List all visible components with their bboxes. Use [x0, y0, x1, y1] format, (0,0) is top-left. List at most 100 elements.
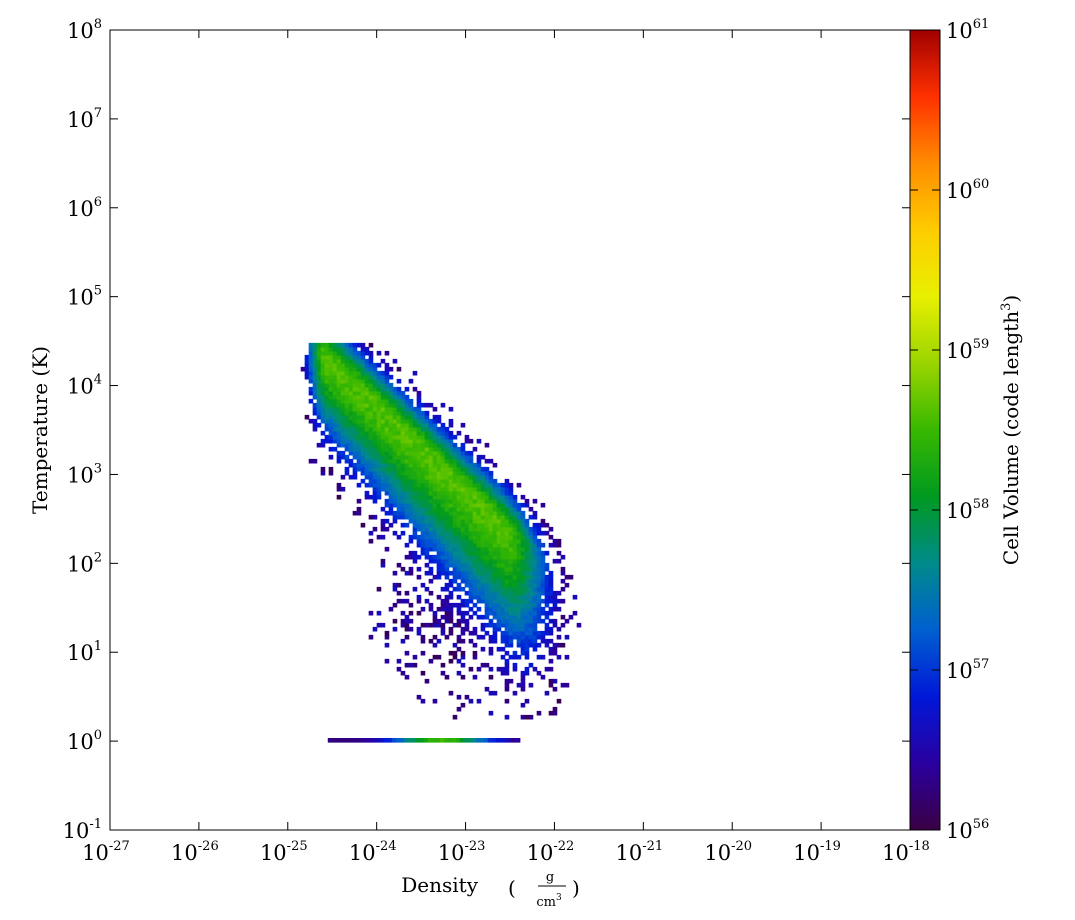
heatmap-cell [444, 574, 450, 580]
heatmap-cell [464, 454, 470, 460]
heatmap-cell [368, 538, 374, 544]
heatmap-cell [336, 346, 342, 352]
heatmap-cell [440, 526, 446, 532]
heatmap-cell [372, 470, 378, 476]
heatmap-cell [432, 634, 438, 640]
heatmap-cell [460, 482, 466, 488]
heatmap-cell [460, 598, 466, 604]
heatmap-cell [395, 738, 401, 743]
heatmap-cell [528, 598, 534, 604]
heatmap-cell [384, 446, 390, 452]
heatmap-cell [532, 626, 538, 632]
heatmap-cell [440, 626, 446, 632]
heatmap-cell [428, 658, 434, 664]
heatmap-cell [464, 534, 470, 540]
heatmap-cell [336, 434, 342, 440]
heatmap-cell [540, 522, 546, 528]
heatmap-cell [408, 494, 414, 500]
heatmap-cell [392, 494, 398, 500]
heatmap-cell [452, 550, 458, 556]
heatmap-cell [324, 438, 330, 444]
heatmap-cell [532, 622, 538, 628]
heatmap-cell [396, 418, 402, 424]
heatmap-cell [484, 490, 490, 496]
heatmap-cell [420, 458, 426, 464]
colorbar-tick-label: 1059 [946, 337, 989, 363]
heatmap-cell [364, 426, 370, 432]
heatmap-cell [504, 514, 510, 520]
heatmap-cell [416, 458, 422, 464]
heatmap-cell [504, 630, 510, 636]
heatmap-cell [460, 454, 466, 460]
heatmap-cell [472, 630, 478, 636]
heatmap-cell [412, 438, 418, 444]
heatmap-cell [412, 586, 418, 592]
heatmap-cell [464, 458, 470, 464]
x-tick-label: 10-21 [615, 839, 663, 865]
heatmap-cell [320, 366, 326, 372]
heatmap-cell [548, 638, 554, 644]
heatmap-cell [423, 738, 429, 743]
heatmap-cell [424, 570, 430, 576]
heatmap-cell [384, 410, 390, 416]
heatmap-cell [384, 394, 390, 400]
heatmap-cell [444, 478, 450, 484]
heatmap-cell [364, 482, 370, 488]
heatmap-cell [364, 462, 370, 468]
heatmap-cell [376, 466, 382, 472]
heatmap-cell [432, 538, 438, 544]
heatmap-cell [408, 434, 414, 440]
heatmap-cell [460, 574, 466, 580]
heatmap-cell [488, 598, 494, 604]
heatmap-cell [396, 402, 402, 408]
heatmap-cell [472, 506, 478, 512]
heatmap-cell [336, 390, 342, 396]
heatmap-cell [460, 650, 466, 656]
heatmap-cell [416, 482, 422, 488]
heatmap-cell [508, 590, 514, 596]
heatmap-cell [424, 414, 430, 420]
heatmap-cell [324, 350, 330, 356]
heatmap-cell [380, 394, 386, 400]
heatmap-cell [480, 510, 486, 516]
heatmap-cell [432, 426, 438, 432]
heatmap-cell [368, 430, 374, 436]
heatmap-cell [456, 542, 462, 548]
heatmap-cell [320, 394, 326, 400]
heatmap-cell [432, 490, 438, 496]
heatmap-cell [444, 582, 450, 588]
heatmap-cell [412, 478, 418, 484]
heatmap-cell [488, 634, 494, 640]
heatmap-cell [316, 342, 322, 348]
heatmap-cell [436, 638, 442, 644]
heatmap-cell [508, 602, 514, 608]
heatmap-cell [464, 518, 470, 524]
heatmap-cell [452, 486, 458, 492]
heatmap-cell [392, 462, 398, 468]
heatmap-cell [536, 526, 542, 532]
heatmap-cell [432, 614, 438, 620]
heatmap-cell [528, 530, 534, 536]
heatmap-cell [364, 346, 370, 352]
heatmap-cell [384, 350, 390, 356]
heatmap-cell [324, 342, 330, 348]
heatmap-cell [488, 482, 494, 488]
heatmap-cell [480, 586, 486, 592]
heatmap-cell [328, 426, 334, 432]
svg-text:(: ( [508, 876, 516, 900]
heatmap-cell [524, 562, 530, 568]
heatmap-cell [404, 398, 410, 404]
heatmap-cell [372, 494, 378, 500]
heatmap-cell [496, 590, 502, 596]
heatmap-cell [448, 506, 454, 512]
heatmap-cell [376, 430, 382, 436]
heatmap-cell [376, 474, 382, 480]
heatmap-cell [416, 494, 422, 500]
heatmap-cell [463, 738, 469, 743]
heatmap-cell [564, 654, 570, 660]
heatmap-cell [496, 666, 502, 672]
heatmap-cell [520, 630, 526, 636]
heatmap-cell [396, 498, 402, 504]
heatmap-cell [460, 506, 466, 512]
heatmap-cell [536, 546, 542, 552]
